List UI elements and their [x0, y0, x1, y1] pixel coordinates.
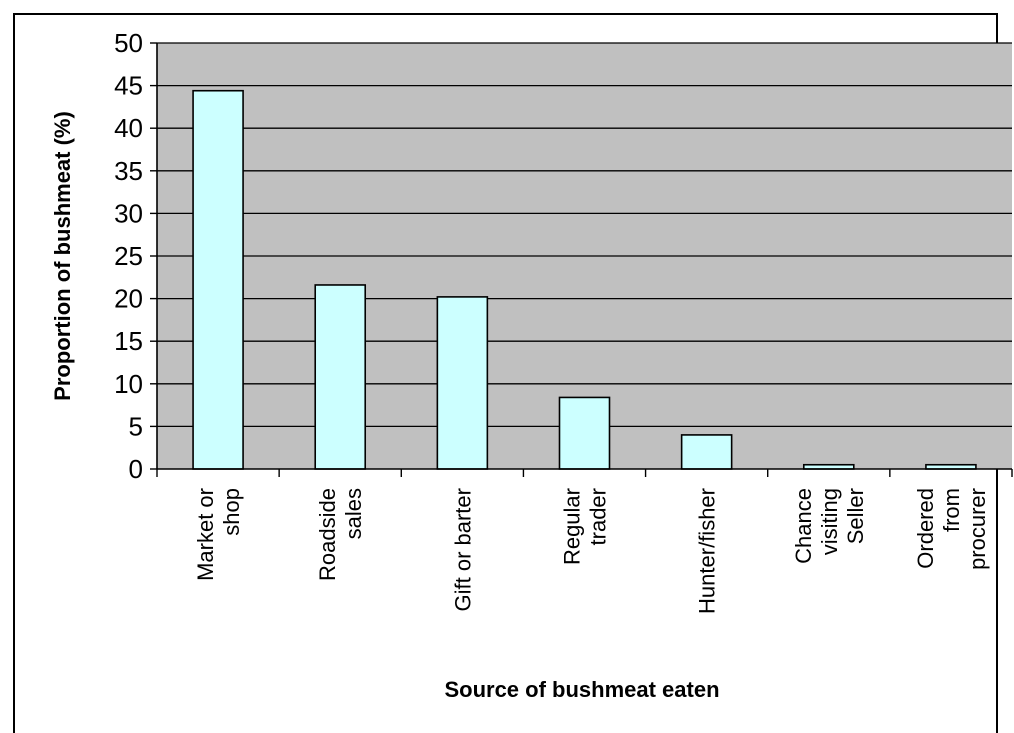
x-tick-label: Regular	[560, 488, 585, 565]
y-tick-label: 15	[114, 326, 143, 356]
x-tick-label: Ordered	[913, 488, 938, 569]
x-tick-label: shop	[219, 488, 244, 536]
axes	[150, 42, 1013, 477]
x-tick-label: Seller	[843, 488, 868, 544]
y-tick-label: 25	[114, 241, 143, 271]
x-tick-label: visiting	[817, 488, 842, 555]
x-tick-label: Hunter/fisher	[695, 488, 720, 614]
y-axis-title: Proportion of bushmeat (%)	[50, 111, 75, 401]
bar	[314, 284, 367, 470]
bar	[192, 89, 244, 470]
x-tick-label: Roadside	[315, 488, 340, 581]
x-tick-label: from	[939, 488, 964, 532]
x-tick-label: sales	[341, 488, 366, 539]
x-tick-label: procurer	[965, 488, 990, 570]
bars	[192, 89, 977, 470]
y-tick-label: 40	[114, 113, 143, 143]
x-tick-label: Chance	[791, 488, 816, 564]
y-tick-label: 45	[114, 71, 143, 101]
y-tick-label: 30	[114, 198, 143, 228]
y-tick-label: 0	[129, 454, 143, 484]
y-tick-label: 10	[114, 369, 143, 399]
bar	[680, 434, 733, 470]
y-tick-label: 5	[129, 411, 143, 441]
x-tick-label: Market or	[193, 488, 218, 581]
tick-labels: 0 5 10 15 20 25 30 35 40 45 50 Market or shop Roadsid…	[114, 28, 990, 614]
x-tick-label: trader	[586, 488, 611, 545]
y-tick-label: 50	[114, 28, 143, 58]
x-axis-title: Source of bushmeat eaten	[444, 677, 719, 702]
y-tick-label: 35	[114, 156, 143, 186]
x-tick-label: Gift or barter	[450, 488, 475, 611]
y-tick-label: 20	[114, 284, 143, 314]
bar	[436, 296, 489, 470]
bar	[558, 396, 611, 470]
